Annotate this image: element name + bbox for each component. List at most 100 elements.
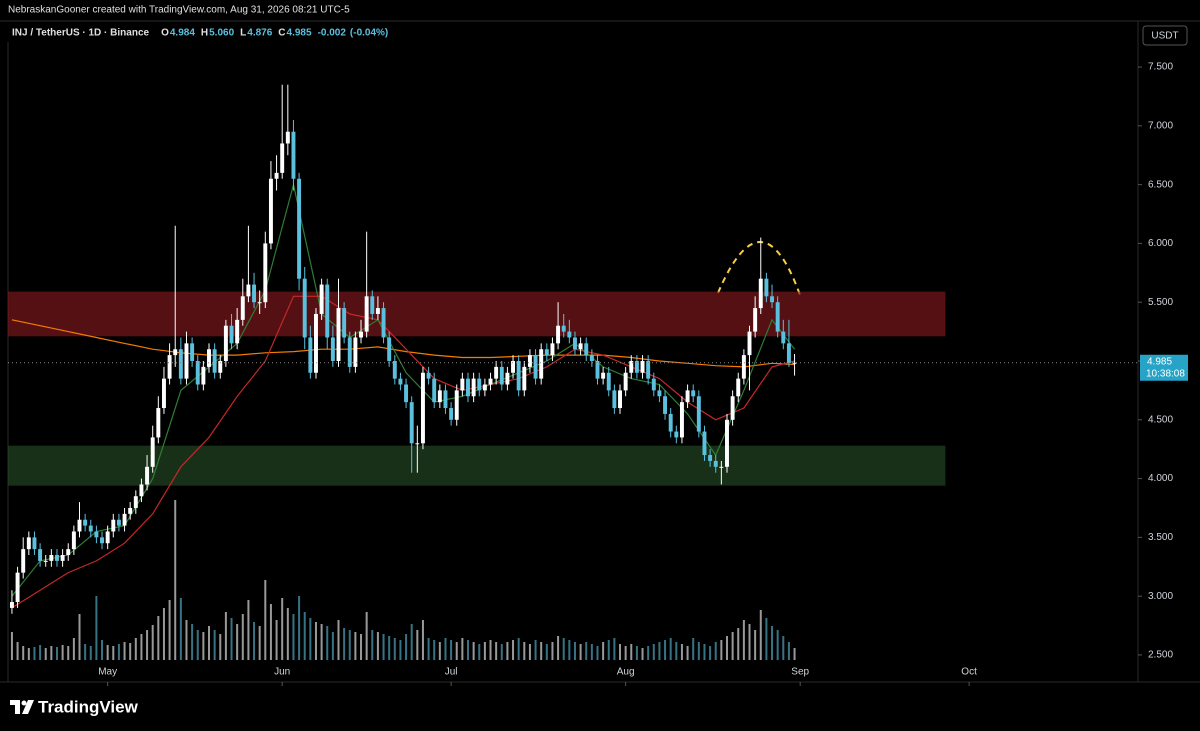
candle-body — [375, 308, 380, 314]
volume-bar — [354, 632, 357, 660]
volume-bar — [466, 640, 469, 660]
candle-body — [725, 419, 729, 467]
candle-body — [21, 549, 26, 573]
candle-body — [178, 349, 183, 379]
candle-body — [511, 360, 516, 373]
candle-body — [190, 343, 195, 361]
candle-body — [66, 549, 71, 556]
brand-logo: TradingView — [10, 697, 139, 716]
volume-bar — [393, 638, 396, 660]
last-price-box — [1140, 354, 1188, 381]
currency-button[interactable] — [1142, 25, 1188, 46]
volume-bar — [787, 642, 790, 660]
legend-value: 5.060 — [209, 28, 234, 39]
volume-bar — [89, 646, 92, 660]
volume-bar — [483, 642, 486, 660]
logo-dot — [21, 700, 27, 706]
volume-bar — [241, 614, 244, 660]
candle-body — [257, 302, 262, 304]
y-tick-label: 3.000 — [1148, 591, 1173, 602]
candle-body — [308, 337, 313, 373]
candle-body — [640, 360, 645, 373]
last-price-label: 4.985 — [1147, 356, 1172, 367]
candle-body — [488, 378, 493, 385]
currency-label: USDT — [1151, 31, 1178, 42]
candle-body — [482, 384, 487, 391]
x-tick-label: Sep — [791, 667, 809, 678]
volume-bar — [692, 638, 695, 660]
candle-body — [770, 296, 775, 303]
volume-bar — [134, 638, 137, 660]
volume-bar — [461, 638, 464, 660]
x-tick-label: May — [98, 667, 117, 678]
volume-bar — [455, 642, 458, 660]
volume-bar — [506, 642, 509, 660]
volume-bar — [630, 644, 633, 660]
volume-bar — [337, 620, 340, 660]
logo-mark — [10, 700, 34, 714]
y-tick-label: 6.000 — [1148, 238, 1173, 249]
volume-bar — [579, 644, 582, 660]
legend-change-pct: (-0.04%) — [350, 28, 388, 39]
y-tick-label: 7.500 — [1148, 62, 1173, 73]
volume-bar — [500, 644, 503, 660]
volume-bar — [140, 634, 143, 660]
candle-body — [466, 378, 470, 397]
candle-body — [713, 460, 718, 467]
volume-bar — [106, 645, 109, 660]
volume-bar — [382, 634, 385, 660]
volume-bar — [720, 640, 723, 660]
volume-bar — [602, 642, 605, 660]
candle-body — [409, 402, 414, 444]
candle-body — [589, 355, 594, 361]
candle-body — [539, 349, 544, 379]
volume-bar — [652, 644, 655, 660]
candle-body — [651, 378, 656, 391]
volume-bar — [557, 636, 560, 660]
volume-bar — [185, 620, 188, 660]
volume-bar — [664, 640, 667, 660]
volume-bar — [292, 614, 295, 660]
volume-bar — [528, 644, 531, 660]
volume-bar — [607, 640, 610, 660]
candle-body — [696, 396, 701, 432]
candle-body — [471, 378, 476, 397]
volume-bar — [191, 624, 194, 660]
volume-bar — [314, 622, 317, 660]
moving-average — [11, 319, 795, 368]
candle-body — [764, 278, 769, 297]
legend-key: L — [240, 28, 246, 39]
volume-bar — [281, 598, 284, 660]
candle-body — [702, 431, 707, 456]
candle-body — [634, 360, 639, 373]
volume-bar — [669, 638, 672, 660]
volume-bar — [551, 642, 554, 660]
legend-key: C — [278, 28, 285, 39]
candle-body — [606, 372, 611, 391]
volume-bar — [303, 612, 306, 660]
candle-body — [252, 284, 257, 303]
volume-bar — [196, 630, 199, 660]
volume-bar — [348, 630, 351, 660]
candle-body — [156, 408, 161, 438]
candle-body — [612, 390, 617, 409]
candle-body — [319, 284, 324, 314]
candle-body — [741, 355, 746, 379]
candle-body — [246, 284, 251, 297]
volume-bar — [512, 640, 515, 660]
candle-body — [173, 349, 178, 356]
zone — [8, 291, 946, 337]
volume-bar — [208, 626, 211, 660]
volume-bar — [258, 626, 261, 660]
brand-name: TradingView — [38, 697, 139, 716]
candle-body — [139, 484, 144, 497]
candle-body — [314, 313, 318, 373]
volume-bar — [596, 646, 599, 660]
candle-body — [49, 555, 54, 561]
candle-body — [730, 396, 735, 420]
candle-body — [32, 537, 37, 550]
volume-bar — [523, 642, 526, 660]
volume-bar — [641, 648, 644, 660]
